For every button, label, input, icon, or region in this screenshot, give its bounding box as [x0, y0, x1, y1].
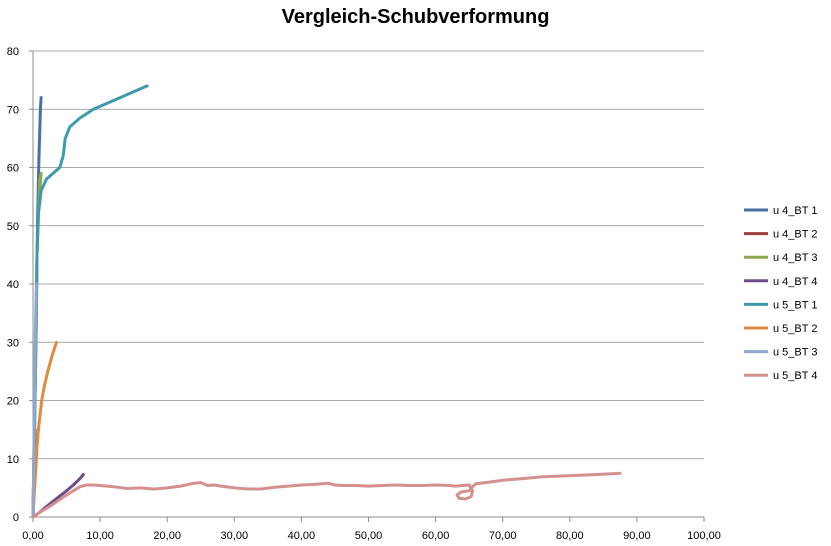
legend-label: u 5_BT 3 [773, 347, 817, 359]
x-tick-label: 90,00 [623, 530, 651, 542]
y-tick-label: 80 [7, 46, 19, 58]
series-line-7 [31, 282, 38, 519]
x-tick-label: 20,00 [153, 530, 181, 542]
x-tick-label: 10,00 [86, 530, 114, 542]
series-line-5 [31, 84, 149, 519]
y-tick-label: 30 [7, 337, 19, 349]
legend-label: u 4_BT 3 [773, 252, 817, 264]
series-line-6 [31, 340, 58, 519]
x-tick-label: 50,00 [355, 530, 383, 542]
legend-label: u 5_BT 1 [773, 299, 817, 311]
x-tick-label: 40,00 [288, 530, 316, 542]
y-tick-label: 50 [7, 221, 19, 233]
x-tick-label: 0,00 [22, 530, 43, 542]
legend-label: u 5_BT 2 [773, 323, 817, 335]
x-tick-label: 30,00 [221, 530, 249, 542]
x-tick-label: 80,00 [556, 530, 584, 542]
axis-layer: 0 10 20 30 40 50 60 70 80 0,00 10,00 20,00 30,00 40,0… [7, 46, 721, 542]
series-layer [31, 84, 622, 519]
y-tick-label: 70 [7, 104, 19, 116]
x-tick-label: 100,00 [687, 530, 721, 542]
x-tick-label: 60,00 [422, 530, 450, 542]
grid-layer [33, 50, 704, 460]
y-tick-label: 10 [7, 454, 19, 466]
legend-label: u 4_BT 2 [773, 229, 817, 241]
x-tick-label: 70,00 [489, 530, 517, 542]
y-tick-label: 60 [7, 163, 19, 175]
legend-label: u 4_BT 1 [773, 205, 817, 217]
y-tick-label: 40 [7, 279, 19, 291]
series-line-8 [31, 471, 622, 519]
legend-label: u 5_BT 4 [773, 370, 817, 382]
y-tick-label: 20 [7, 396, 19, 408]
y-tick-label: 0 [13, 512, 19, 524]
legend: u 4_BT 1 u 4_BT 2 u 4_BT 3 u 4_BT 4 u 5_BT 1… [744, 205, 817, 382]
chart-title: Vergleich-Schubverformung [281, 6, 550, 28]
legend-label: u 4_BT 4 [773, 276, 817, 288]
